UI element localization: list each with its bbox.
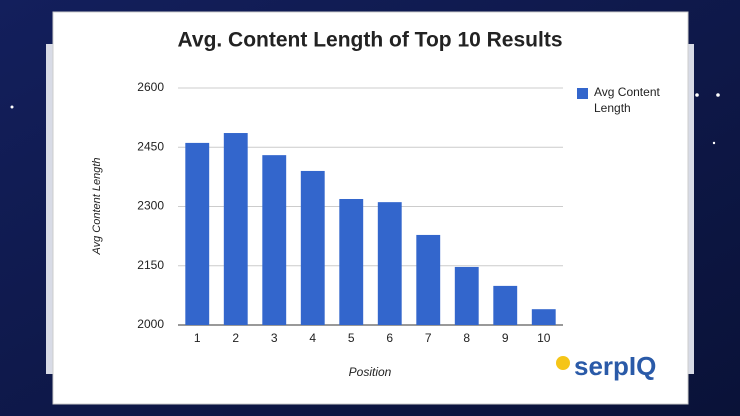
y-tick-label: 2150: [137, 258, 164, 272]
y-axis-label: Avg Content Length: [91, 157, 103, 255]
bar: [262, 155, 287, 325]
legend-swatch: [577, 88, 588, 99]
bar: [454, 266, 479, 325]
x-tick-label: 9: [502, 331, 509, 345]
star: [695, 93, 699, 97]
bar: [300, 170, 325, 325]
bar: [416, 234, 441, 325]
legend-label: Avg Content Length: [594, 85, 660, 115]
star: [10, 105, 14, 109]
logo-bulb: [556, 356, 570, 370]
chart-card: [52, 11, 689, 405]
x-axis-label: Position: [349, 365, 392, 379]
bar: [377, 202, 402, 325]
bar: [531, 309, 556, 325]
x-tick-label: 1: [194, 331, 201, 345]
chart-title: Avg. Content Length of Top 10 Results: [178, 29, 563, 52]
bar: [185, 142, 210, 325]
bar: [493, 285, 518, 325]
x-tick-label: 5: [348, 331, 355, 345]
star: [716, 93, 720, 97]
x-tick-label: 7: [425, 331, 432, 345]
y-tick-label: 2000: [137, 317, 164, 331]
y-tick-label: 2450: [137, 139, 164, 153]
bar: [223, 133, 248, 325]
x-tick-label: 10: [537, 331, 551, 345]
bar: [339, 198, 364, 325]
x-tick-label: 8: [463, 331, 470, 345]
x-tick-label: 2: [232, 331, 239, 345]
y-tick-label: 2600: [137, 80, 164, 94]
star: [712, 141, 716, 145]
x-tick-label: 3: [271, 331, 278, 345]
y-tick-label: 2300: [137, 199, 164, 213]
x-tick-label: 4: [309, 331, 316, 345]
x-tick-label: 6: [386, 331, 393, 345]
logo: serpIQ: [574, 351, 656, 381]
